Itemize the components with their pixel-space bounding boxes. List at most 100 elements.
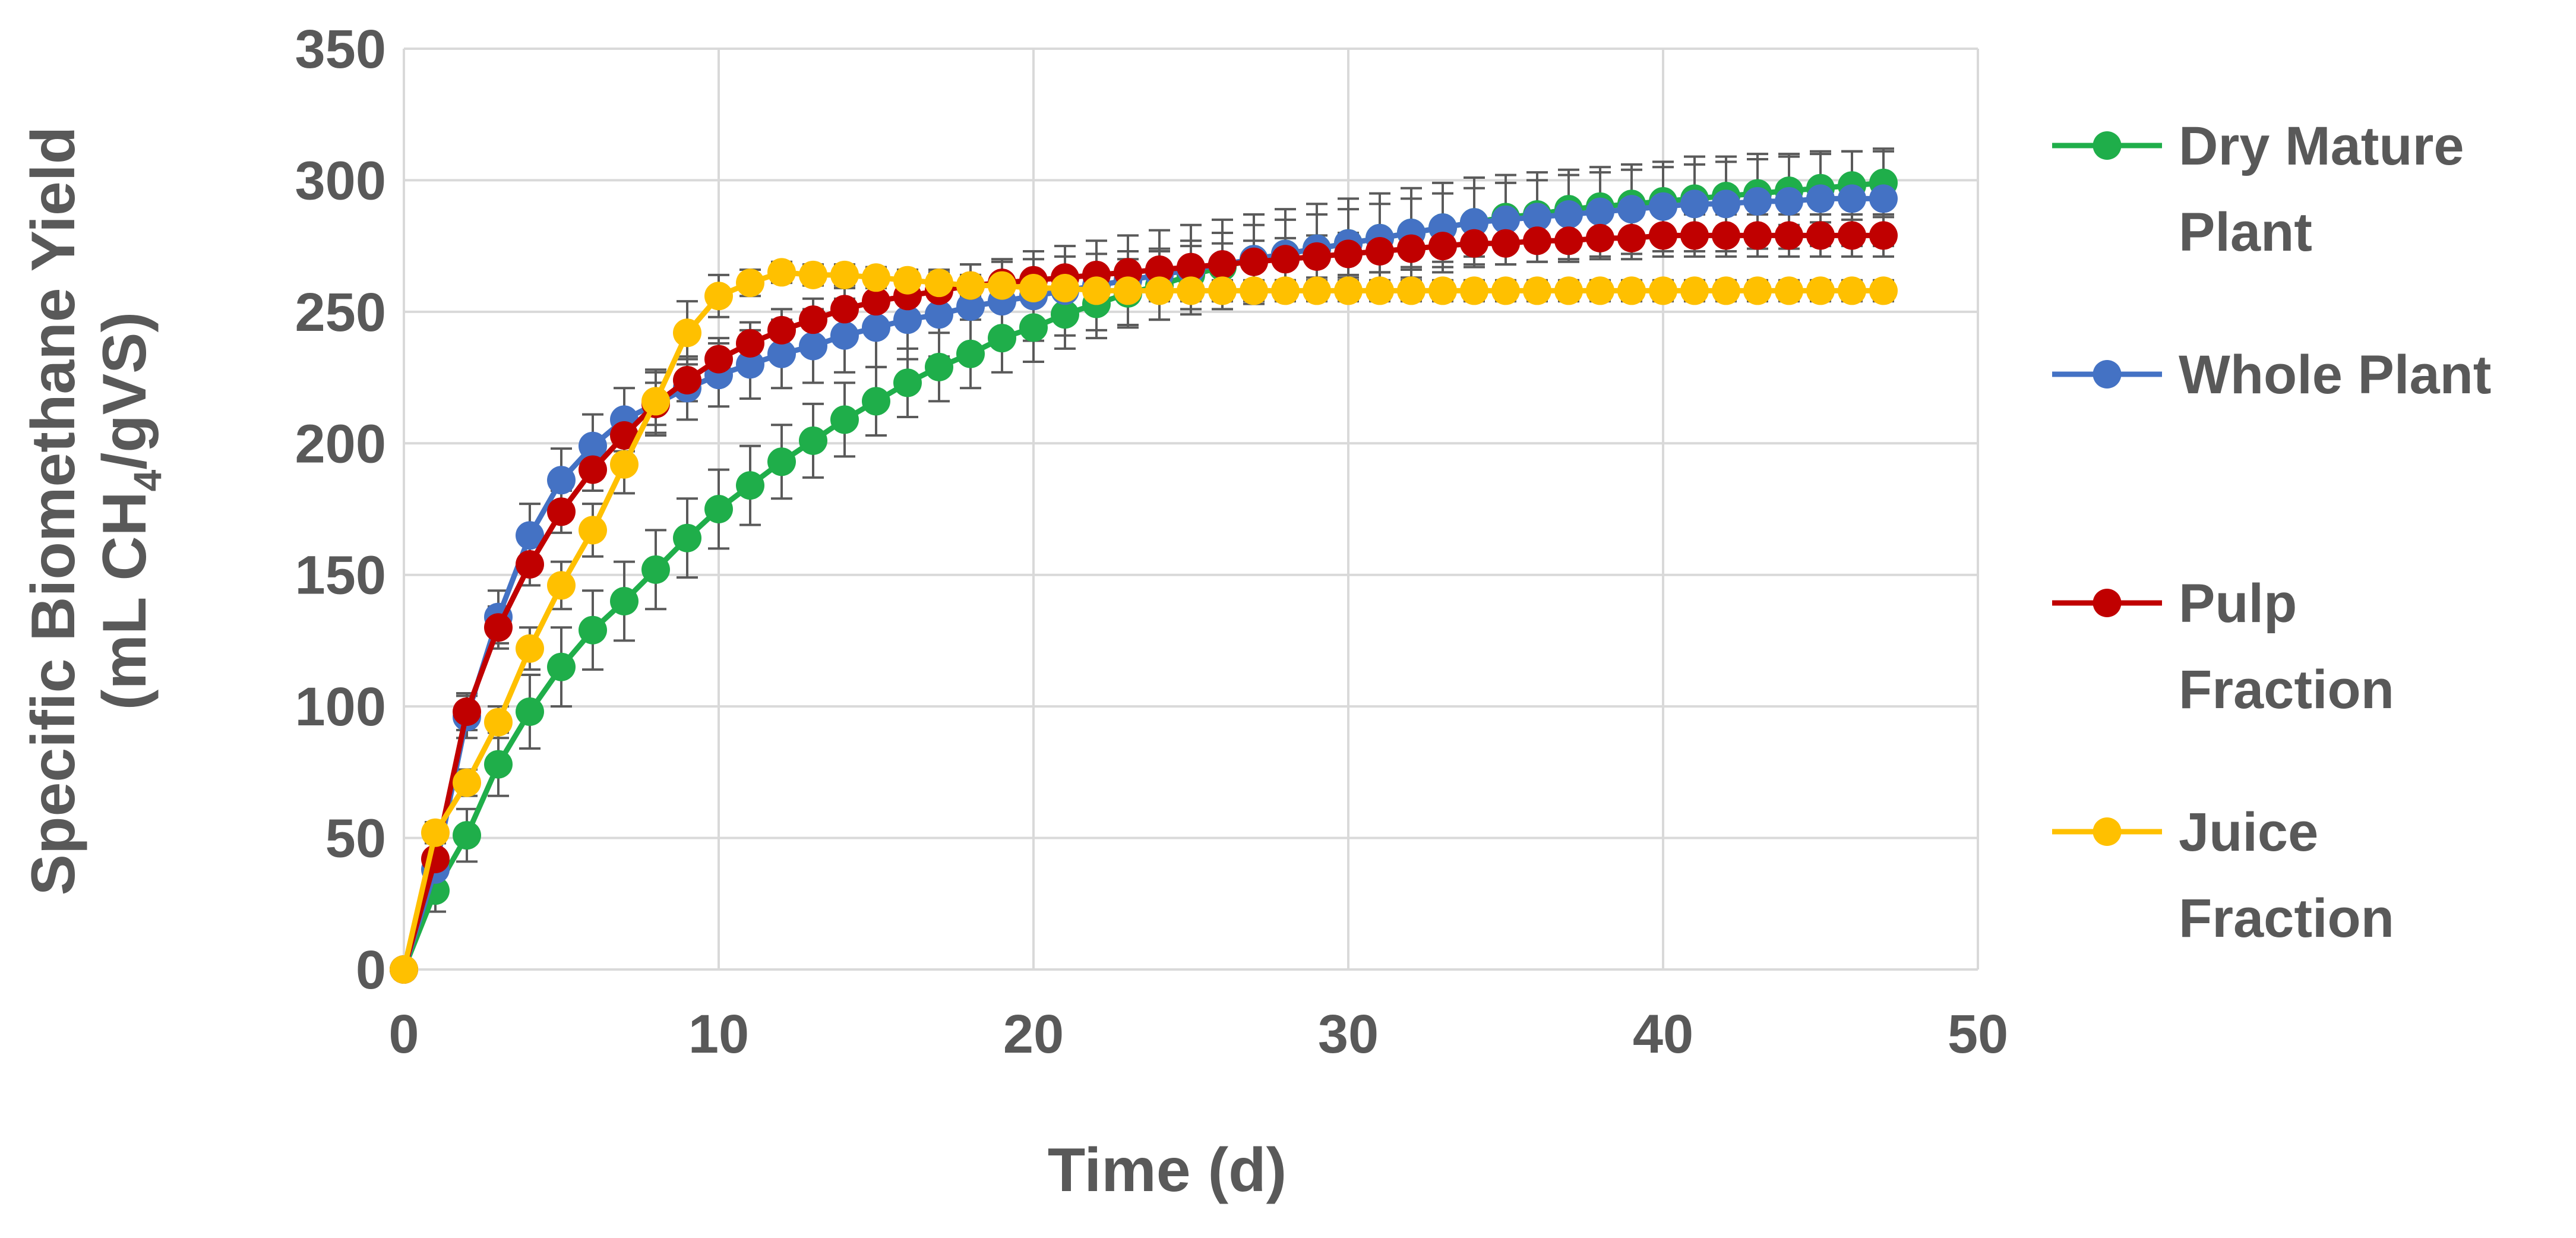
data-point-s2-29 <box>1303 242 1331 271</box>
data-point-s2-43 <box>1743 221 1772 250</box>
y-tick-label-350: 350 <box>295 19 387 80</box>
series-layer <box>390 168 1898 984</box>
y-axis-title-subscript: 4 <box>125 469 169 491</box>
data-point-s3-29 <box>1303 276 1331 305</box>
data-point-s3-35 <box>1491 276 1520 305</box>
data-point-s3-27 <box>1240 276 1268 305</box>
data-point-s0-4 <box>516 697 544 726</box>
data-point-s3-28 <box>1271 276 1300 305</box>
data-point-s2-45 <box>1806 221 1835 250</box>
data-point-s2-9 <box>673 366 701 394</box>
data-point-s1-40 <box>1649 192 1677 221</box>
y-tick-label-100: 100 <box>295 677 387 737</box>
y-axis-title-line2: (mL CH4/gVS) <box>90 312 169 710</box>
data-point-s1-47 <box>1869 184 1898 213</box>
data-point-s1-4 <box>516 521 544 550</box>
y-tick-label-250: 250 <box>295 282 387 343</box>
data-point-s3-3 <box>484 708 513 737</box>
data-point-s2-31 <box>1366 237 1394 266</box>
data-point-s3-46 <box>1838 276 1866 305</box>
data-point-s1-36 <box>1523 203 1551 232</box>
data-point-s2-27 <box>1240 247 1268 276</box>
data-point-s0-3 <box>484 750 513 779</box>
data-point-s2-25 <box>1177 252 1205 282</box>
x-tick-label-20: 20 <box>1003 1004 1064 1065</box>
data-point-s0-6 <box>579 615 607 645</box>
data-point-s1-6 <box>579 431 607 460</box>
data-point-s2-5 <box>547 497 576 526</box>
data-point-s2-46 <box>1838 221 1866 250</box>
data-point-s0-2 <box>453 821 481 850</box>
legend-label-1-0: Whole Plant <box>2179 345 2491 405</box>
x-tick-label-0: 0 <box>388 1004 419 1065</box>
data-point-s3-47 <box>1869 276 1898 305</box>
data-point-s0-12 <box>767 447 796 476</box>
legend-label-0-0: Dry Mature <box>2179 116 2464 176</box>
data-point-s1-11 <box>736 350 764 379</box>
series-line-1 <box>401 195 1883 971</box>
grid-layer <box>403 48 1979 971</box>
legend-label-0-1: Plant <box>2179 202 2312 263</box>
axis-layer: 0 50 100 150 200 250 300 350 0 10 20 30 40 50 <box>295 19 2009 1065</box>
data-point-s3-12 <box>767 258 796 287</box>
data-point-s2-13 <box>799 305 827 334</box>
y-tick-label-200: 200 <box>295 413 387 474</box>
y-axis-title-line1: Specific Biomethane Yield <box>19 127 88 896</box>
legend-marker-3 <box>2093 817 2122 846</box>
data-point-s3-8 <box>641 387 670 416</box>
data-point-s0-11 <box>736 471 764 500</box>
data-point-s3-32 <box>1397 276 1426 305</box>
data-point-s2-6 <box>579 455 607 484</box>
data-point-s0-10 <box>704 495 733 523</box>
data-point-s1-42 <box>1712 190 1740 219</box>
data-point-s3-21 <box>1051 274 1079 302</box>
data-point-s3-14 <box>830 260 859 289</box>
data-point-s0-21 <box>1051 300 1079 329</box>
data-point-s2-12 <box>767 315 796 345</box>
data-point-s1-16 <box>893 305 922 334</box>
data-point-s2-30 <box>1334 239 1363 269</box>
data-point-s3-44 <box>1775 276 1803 305</box>
data-point-s0-19 <box>988 324 1016 353</box>
data-point-s1-14 <box>830 321 859 350</box>
data-point-s3-33 <box>1428 276 1457 305</box>
data-point-s2-24 <box>1145 255 1174 284</box>
data-point-s3-36 <box>1523 276 1551 305</box>
data-point-s3-26 <box>1208 276 1237 305</box>
y-tick-label-0: 0 <box>356 940 386 1000</box>
data-point-s2-38 <box>1586 223 1614 252</box>
data-point-s1-37 <box>1554 200 1583 229</box>
legend-marker-1 <box>2093 360 2122 389</box>
data-point-s3-4 <box>516 634 544 663</box>
data-point-s3-1 <box>421 818 450 847</box>
data-point-s0-8 <box>641 555 670 584</box>
data-point-s2-10 <box>704 345 733 374</box>
data-point-s3-43 <box>1743 276 1772 305</box>
data-point-s0-9 <box>673 523 701 552</box>
data-point-s2-7 <box>610 421 639 450</box>
data-point-s2-2 <box>453 697 481 726</box>
data-point-s3-2 <box>453 768 481 797</box>
data-point-s3-45 <box>1806 276 1835 305</box>
data-point-s1-38 <box>1586 197 1614 226</box>
y-axis-title-prefix: (mL CH <box>90 491 159 710</box>
data-point-s3-38 <box>1586 276 1614 305</box>
data-point-s3-40 <box>1649 276 1677 305</box>
data-point-s3-0 <box>390 955 418 984</box>
data-point-s2-11 <box>736 329 764 358</box>
data-point-s2-44 <box>1775 221 1803 250</box>
data-point-s1-45 <box>1806 184 1835 213</box>
data-point-s3-31 <box>1366 276 1394 305</box>
data-point-s0-20 <box>1019 313 1048 342</box>
data-point-s1-44 <box>1775 187 1803 216</box>
data-point-s3-42 <box>1712 276 1740 305</box>
data-point-s3-6 <box>579 516 607 545</box>
y-tick-label-300: 300 <box>295 150 387 211</box>
data-point-s1-34 <box>1460 208 1488 237</box>
data-point-s3-17 <box>925 269 953 298</box>
data-point-s1-46 <box>1838 184 1866 213</box>
data-point-s1-18 <box>956 292 985 321</box>
legend-label-2-1: Fraction <box>2179 659 2394 720</box>
